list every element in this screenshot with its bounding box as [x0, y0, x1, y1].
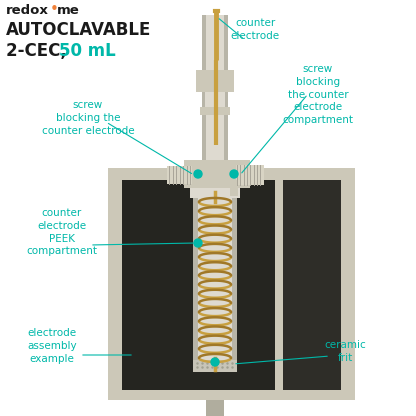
Bar — [230, 180, 238, 196]
Text: counter
electrode
PEEK
compartment: counter electrode PEEK compartment — [27, 208, 97, 256]
Bar — [206, 400, 224, 416]
Bar — [283, 180, 341, 390]
Text: redox: redox — [6, 4, 49, 17]
Text: 50 mL: 50 mL — [59, 42, 116, 60]
Bar — [202, 15, 206, 168]
Text: 2-CEC,: 2-CEC, — [6, 42, 72, 60]
Circle shape — [194, 239, 202, 247]
Text: counter
electrode: counter electrode — [230, 18, 280, 41]
Text: screw
blocking
the counter
electrode
compartment: screw blocking the counter electrode com… — [282, 64, 354, 125]
Circle shape — [230, 170, 238, 178]
Text: me: me — [57, 4, 80, 17]
Bar — [224, 15, 228, 168]
Text: •: • — [50, 2, 59, 17]
Text: AUTOCLAVABLE: AUTOCLAVABLE — [6, 21, 151, 39]
Bar — [205, 92, 225, 115]
Bar — [193, 188, 237, 372]
Bar — [167, 166, 192, 184]
Bar — [236, 165, 264, 185]
Circle shape — [194, 170, 202, 178]
Bar — [108, 168, 355, 400]
Bar — [200, 107, 230, 115]
Text: screw
blocking the
counter electrode: screw blocking the counter electrode — [42, 100, 134, 136]
Bar — [232, 188, 237, 372]
Bar — [122, 180, 275, 390]
Bar — [196, 70, 234, 92]
Bar — [193, 360, 237, 372]
Circle shape — [211, 358, 219, 366]
Bar — [202, 15, 228, 168]
Bar — [184, 160, 250, 188]
Bar — [190, 188, 240, 198]
Text: electrode
assembly
example: electrode assembly example — [27, 328, 77, 364]
Text: ceramic
frit: ceramic frit — [324, 340, 366, 363]
Bar — [193, 188, 198, 372]
